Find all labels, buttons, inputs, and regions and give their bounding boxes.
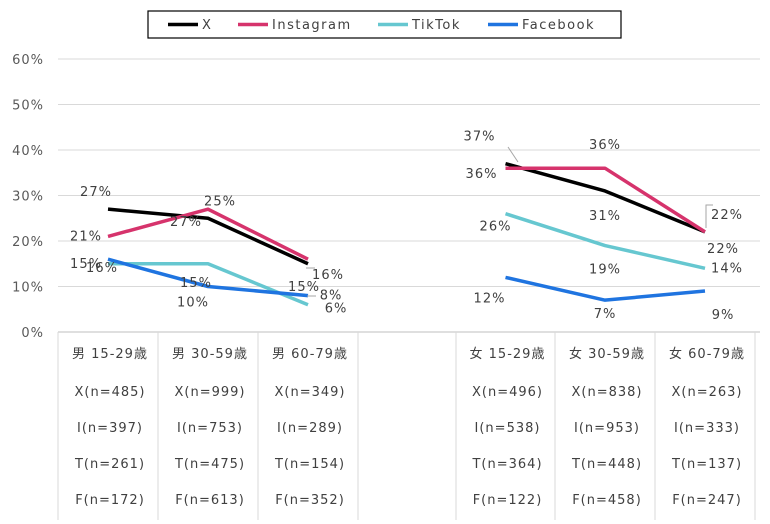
sample-size-label: I(n=289)	[277, 421, 343, 436]
data-label-x: 31%	[589, 209, 621, 224]
series-line-facebook	[505, 275, 706, 302]
data-label-instagram: 36%	[466, 167, 498, 182]
data-label-facebook: 16%	[86, 261, 118, 276]
category-label: 男 15-29歳	[72, 347, 148, 362]
series-line-instagram	[107, 207, 309, 261]
series-line-x	[505, 161, 706, 234]
data-label-instagram: 21%	[70, 229, 102, 244]
y-tick-label: 40%	[12, 144, 44, 159]
data-label-facebook: 7%	[594, 307, 617, 322]
series-line-instagram	[505, 166, 706, 234]
sample-size-label: I(n=333)	[674, 421, 740, 436]
data-label-facebook: 12%	[474, 291, 506, 306]
sample-size-label: T(n=154)	[274, 457, 345, 472]
data-label-x: 37%	[464, 130, 496, 145]
sample-size-label: I(n=538)	[475, 421, 541, 436]
data-label-instagram: 36%	[589, 138, 621, 153]
legend-label-facebook: Facebook	[522, 18, 595, 33]
series-line-x	[107, 207, 309, 266]
data-label-tiktok: 26%	[480, 220, 512, 235]
series-line-facebook	[107, 257, 309, 298]
sample-size-label: T(n=261)	[74, 457, 145, 472]
y-tick-label: 20%	[12, 235, 44, 250]
data-label-tiktok: 14%	[711, 261, 743, 276]
sample-size-label: F(n=352)	[275, 493, 345, 508]
leader-line	[507, 146, 519, 163]
sample-size-label: I(n=953)	[574, 421, 640, 436]
sample-size-label: I(n=397)	[77, 421, 143, 436]
data-label-facebook: 8%	[320, 289, 343, 304]
sample-size-label: T(n=364)	[471, 457, 542, 472]
data-label-x: 25%	[204, 194, 236, 209]
data-label-x: 22%	[711, 208, 743, 223]
y-tick-label: 50%	[12, 99, 44, 114]
data-label-tiktok: 19%	[589, 263, 621, 278]
sample-size-label: I(n=753)	[177, 421, 243, 436]
sample-size-label: T(n=448)	[571, 457, 642, 472]
y-tick-label: 10%	[12, 281, 44, 296]
category-label: 男 30-59歳	[172, 347, 248, 362]
sample-size-label: X(n=485)	[75, 385, 146, 400]
sample-size-label: F(n=122)	[473, 493, 543, 508]
data-label-facebook: 9%	[712, 308, 735, 323]
data-label-x: 27%	[80, 185, 112, 200]
category-label: 女 15-29歳	[470, 346, 546, 362]
y-tick-label: 60%	[12, 53, 44, 68]
sample-size-label: T(n=475)	[174, 457, 245, 472]
sample-size-label: F(n=247)	[672, 493, 742, 508]
data-label-instagram: 22%	[707, 242, 739, 257]
legend-label-x: X	[202, 18, 212, 33]
sample-size-label: F(n=458)	[572, 493, 642, 508]
sample-size-label: X(n=349)	[275, 385, 346, 400]
sample-size-label: X(n=838)	[572, 385, 643, 400]
sample-size-label: T(n=137)	[671, 457, 742, 472]
leader-line	[705, 204, 713, 228]
legend-label-instagram: Instagram	[272, 18, 352, 33]
y-tick-label: 0%	[21, 326, 44, 341]
sample-size-label: F(n=172)	[75, 493, 145, 508]
data-label-tiktok: 15%	[70, 257, 102, 272]
series-line-tiktok	[504, 212, 706, 271]
data-label-tiktok: 15%	[180, 276, 212, 291]
sample-size-label: F(n=613)	[175, 493, 245, 508]
data-label-instagram: 27%	[170, 215, 202, 230]
sample-size-label: X(n=999)	[175, 385, 246, 400]
data-label-x: 15%	[288, 280, 320, 295]
y-tick-label: 30%	[12, 190, 44, 205]
sample-size-label: X(n=263)	[672, 385, 743, 400]
data-label-facebook: 10%	[177, 296, 209, 311]
legend-label-tiktok: TikTok	[411, 18, 461, 33]
category-label: 女 60-79歳	[669, 346, 745, 362]
data-label-instagram: 16%	[312, 268, 344, 283]
category-label: 男 60-79歳	[272, 347, 348, 362]
data-label-tiktok: 6%	[325, 302, 348, 317]
category-label: 女 30-59歳	[569, 346, 645, 362]
sample-size-label: X(n=496)	[472, 385, 543, 400]
